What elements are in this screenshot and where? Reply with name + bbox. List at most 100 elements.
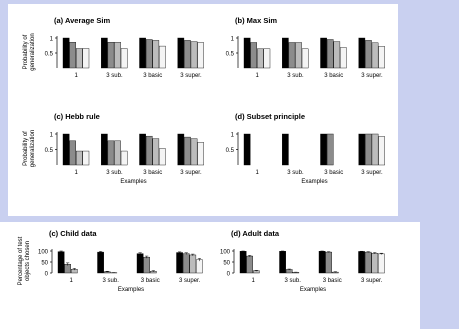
- bar: [263, 48, 271, 69]
- x-axis-label: Examples: [118, 287, 144, 293]
- x-tick-label: 3 sub.: [103, 278, 120, 284]
- bar: [97, 251, 104, 274]
- bar: [301, 48, 309, 69]
- bar: [358, 251, 365, 274]
- bar: [197, 142, 204, 166]
- chart-title: (c) Hebb rule: [54, 112, 100, 121]
- bar: [320, 37, 327, 69]
- bar: [239, 251, 247, 274]
- bar: [285, 269, 293, 274]
- chart-title: (d) Subset principle: [235, 112, 305, 121]
- bar: [101, 133, 108, 166]
- chart-title: (c) Child data: [49, 229, 97, 238]
- x-tick-label: 3 sub.: [287, 73, 304, 79]
- bar: [82, 48, 90, 69]
- bar: [64, 264, 71, 274]
- bar: [340, 47, 347, 69]
- bar: [75, 48, 83, 69]
- bar: [145, 39, 153, 69]
- bar: [69, 140, 76, 166]
- x-tick-label: 3 sub.: [106, 73, 123, 79]
- x-tick-label: 3 super.: [361, 73, 383, 79]
- y-axis-label: Probability ofgeneralization: [23, 33, 36, 70]
- x-tick-label: 3 super.: [179, 278, 201, 284]
- x-tick-label: 3 super.: [180, 73, 202, 79]
- x-tick-label: 3 super.: [361, 170, 383, 176]
- bar: [326, 133, 334, 166]
- bar: [371, 133, 379, 166]
- x-tick-label: 3 basic: [323, 278, 342, 284]
- y-tick-label: 1: [231, 132, 235, 138]
- bar: [182, 253, 190, 274]
- x-axis-label: Examples: [120, 179, 146, 185]
- x-axis-label: Examples: [300, 287, 326, 293]
- x-axis-label: Examples: [301, 179, 327, 185]
- x-tick-label: 3 sub.: [287, 170, 304, 176]
- bar: [57, 251, 65, 274]
- y-tick-label: 0: [45, 271, 49, 277]
- bar: [250, 42, 258, 69]
- chart-title: (d) Adult data: [231, 229, 280, 238]
- bar: [371, 42, 379, 69]
- bar: [136, 253, 144, 274]
- x-tick-label: 3 sub.: [106, 170, 123, 176]
- y-tick-label: 0.5: [226, 148, 235, 154]
- y-tick-label: 100: [38, 249, 49, 255]
- y-tick-label: 50: [223, 260, 230, 266]
- bar: [288, 42, 296, 69]
- bar: [358, 133, 366, 166]
- bar: [82, 150, 90, 166]
- bar: [196, 259, 203, 274]
- bar: [378, 46, 385, 69]
- bar: [358, 37, 366, 69]
- bar: [184, 40, 191, 69]
- bar: [184, 136, 191, 166]
- bar: [378, 253, 385, 274]
- bar: [378, 136, 385, 166]
- bar: [176, 252, 183, 274]
- y-tick-label: 0.5: [226, 51, 235, 57]
- bar: [257, 48, 264, 69]
- bar: [145, 135, 153, 166]
- x-tick-label: 3 super.: [361, 278, 383, 284]
- bar: [114, 42, 121, 69]
- bar: [189, 254, 197, 274]
- y-tick-label: 0.5: [45, 148, 54, 154]
- bar: [371, 252, 379, 274]
- bar: [159, 45, 166, 69]
- bar: [282, 37, 289, 69]
- bar: [139, 37, 146, 69]
- bar: [282, 133, 289, 166]
- bar: [114, 140, 121, 166]
- bar: [120, 150, 128, 166]
- human-data-panel: [0, 222, 420, 329]
- bar: [120, 48, 128, 69]
- x-tick-label: 3 basic: [141, 278, 160, 284]
- x-tick-label: 1: [252, 278, 256, 284]
- bar: [107, 140, 115, 166]
- chart-title: (a) Average Sim: [54, 16, 110, 25]
- x-tick-label: 1: [70, 278, 74, 284]
- bar: [197, 42, 204, 69]
- bar: [69, 42, 76, 69]
- bar: [243, 133, 251, 166]
- bar: [325, 251, 333, 274]
- x-tick-label: 3 basic: [324, 73, 343, 79]
- bar: [101, 37, 108, 69]
- bar: [320, 133, 327, 166]
- bar: [246, 255, 254, 274]
- bar: [190, 41, 198, 69]
- y-axis-label: Percentage of testobjects chosen: [18, 236, 31, 285]
- y-tick-label: 100: [220, 249, 231, 255]
- bar: [62, 37, 70, 69]
- bar: [326, 39, 334, 69]
- bar: [318, 251, 326, 274]
- y-tick-label: 0.5: [45, 51, 54, 57]
- bar: [159, 148, 166, 166]
- x-tick-label: 1: [256, 73, 260, 79]
- x-tick-label: 3 basic: [324, 170, 343, 176]
- bar: [279, 251, 286, 274]
- bar: [190, 138, 198, 166]
- bar: [152, 138, 160, 166]
- bar: [143, 256, 151, 274]
